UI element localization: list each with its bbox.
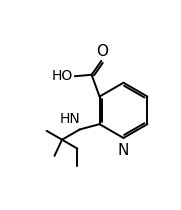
Text: N: N [118, 143, 129, 158]
Text: O: O [96, 44, 108, 59]
Text: HO: HO [52, 69, 73, 83]
Text: HN: HN [60, 112, 81, 126]
